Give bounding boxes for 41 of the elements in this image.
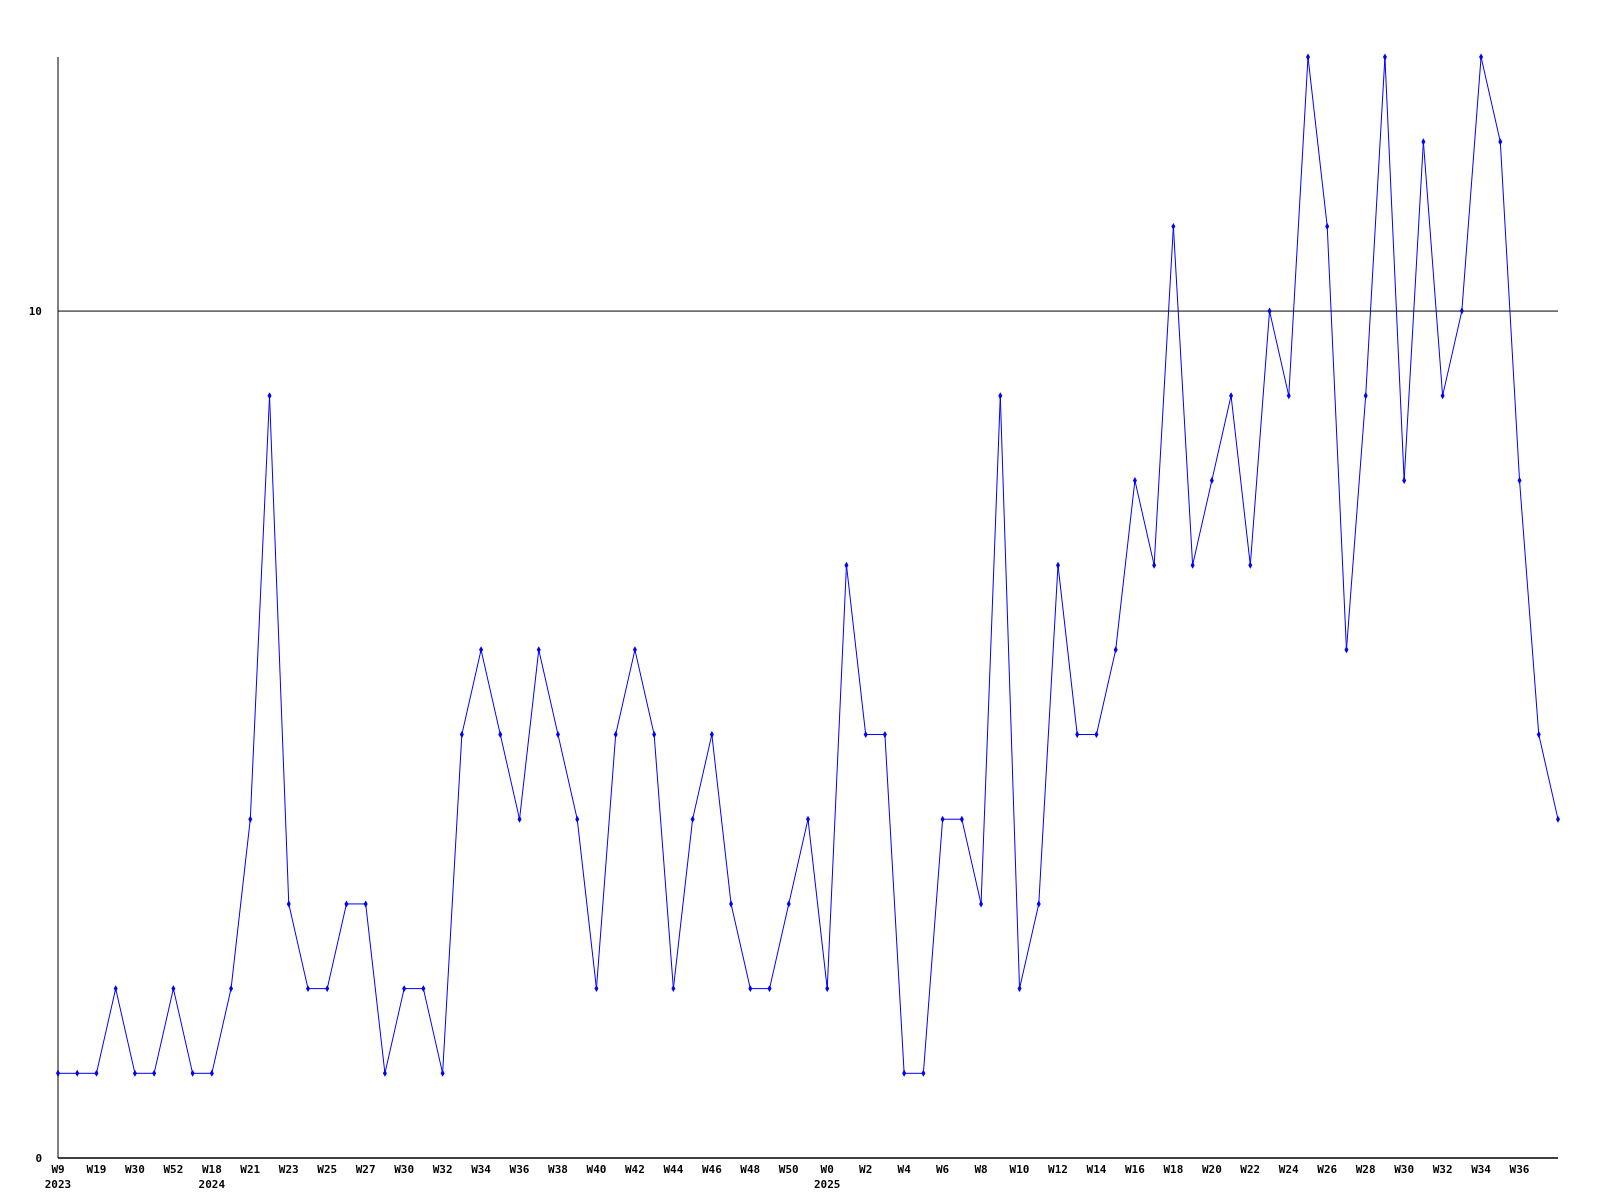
x-tick-label: W23: [278, 1163, 299, 1176]
x-tick-label: W6: [935, 1163, 950, 1176]
x-tick-label: W25: [317, 1163, 338, 1176]
x-tick-label: W30: [1394, 1163, 1415, 1176]
x-tick-label: W30: [124, 1163, 145, 1176]
x-tick-label: W19: [86, 1163, 107, 1176]
x-tick-label: W4: [897, 1163, 912, 1176]
x-tick-label: W34: [471, 1163, 492, 1176]
x-tick-label: W16: [1124, 1163, 1146, 1176]
x-tick-label: W42: [624, 1163, 645, 1176]
x-tick-label: W20: [1201, 1163, 1222, 1176]
x-tick-label: W9 2023: [44, 1163, 72, 1191]
x-tick-label: W50: [778, 1163, 799, 1176]
y-tick-label: 10: [28, 305, 42, 319]
x-tick-label: W48: [740, 1163, 761, 1176]
x-tick-label: W30: [394, 1163, 415, 1176]
x-tick-label: W44: [663, 1163, 684, 1176]
x-tick-label: W26: [1317, 1163, 1338, 1176]
x-tick-label: W12: [1048, 1163, 1068, 1176]
x-tick-label: W21: [240, 1163, 261, 1176]
x-tick-label: W38: [548, 1163, 568, 1176]
x-tick-label: W22: [1240, 1163, 1261, 1176]
x-tick-label: W27: [355, 1163, 376, 1176]
x-tick-label: W52: [163, 1163, 184, 1176]
x-tick-label: W18 2024: [198, 1163, 226, 1191]
x-tick-label: W32: [432, 1163, 453, 1176]
x-tick-label: W10: [1009, 1163, 1030, 1176]
y-tick-label: 0: [35, 1152, 42, 1165]
x-tick-label: W8: [974, 1163, 988, 1176]
x-tick-label: W14: [1086, 1163, 1107, 1176]
x-tick-label: W32: [1432, 1163, 1453, 1176]
x-tick-label: W46: [701, 1163, 723, 1176]
x-tick-label: W34: [1471, 1163, 1492, 1176]
x-tick-label: W2: [859, 1163, 873, 1176]
x-tick-label: W40: [586, 1163, 607, 1176]
x-tick-label: W28: [1355, 1163, 1376, 1176]
x-tick-label: W0 2025: [813, 1163, 841, 1191]
x-tick-label: W36: [1509, 1163, 1530, 1176]
x-tick-label: W18: [1163, 1163, 1184, 1176]
x-tick-label: W24: [1278, 1163, 1300, 1176]
x-tick-label: W36: [509, 1163, 530, 1176]
